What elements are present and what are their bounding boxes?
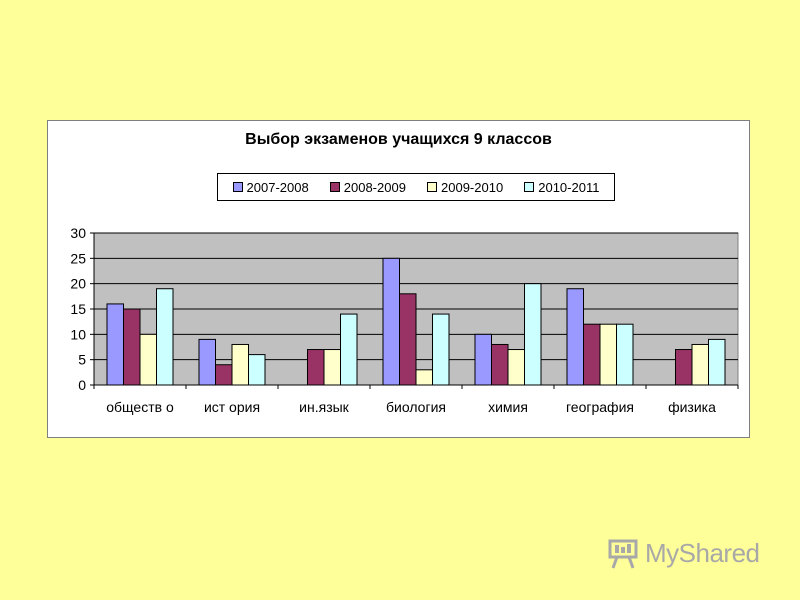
bar-2007-2008-1: [198, 338, 216, 386]
chart-title: Выбор экзаменов учащихся 9 классов: [245, 131, 552, 148]
y-tick-label: 20: [70, 276, 86, 292]
bar-2008-2009-6: [675, 349, 693, 386]
bar-2008-2009-2: [307, 349, 325, 386]
legend-label: 2007-2008: [246, 179, 309, 195]
bar-2007-2008-0: [106, 303, 124, 386]
y-tick-label: 15: [70, 301, 86, 317]
chart-legend: 2007-2008 2008-2009 2009-2010 2010-2011: [217, 173, 615, 201]
bar-2008-2009-1: [215, 364, 233, 386]
bar-2010-2011-4: [524, 283, 542, 386]
bar-2010-2011-5: [616, 323, 634, 386]
bar-2007-2008-3: [382, 257, 400, 386]
x-tick-label: биология: [386, 399, 446, 415]
legend-swatch: [329, 182, 340, 192]
bar-2009-2010-0: [139, 333, 157, 386]
y-tick-label: 25: [70, 250, 86, 266]
bar-chart-plot: 0 5 10 15 20 25 30 обществ о ист ория ин.язык биол…: [70, 225, 739, 415]
bar-2007-2008-5: [566, 288, 584, 386]
bar-2010-2011-6: [708, 338, 726, 386]
bar-2009-2010-6: [691, 343, 709, 386]
legend-swatch: [524, 182, 535, 192]
y-tick-label: 10: [70, 326, 86, 342]
x-tick-label: обществ о: [106, 399, 174, 415]
legend-item-series-3: 2010-2011: [524, 180, 599, 195]
bar-2009-2010-1: [231, 343, 249, 386]
y-tick-label: 30: [70, 225, 86, 241]
x-tick-label: физика: [668, 399, 716, 415]
legend-item-series-2: 2009-2010: [427, 180, 503, 195]
legend-label: 2009-2010: [441, 179, 504, 195]
legend-label: 2010-2011: [538, 179, 600, 195]
legend-item-series-1: 2008-2009: [329, 179, 406, 195]
bar-2009-2010-4: [507, 349, 525, 386]
bar-2010-2011-1: [248, 354, 266, 386]
bar-2010-2011-0: [156, 288, 174, 386]
bar-2008-2009-3: [399, 293, 417, 386]
bar-2009-2010-5: [599, 323, 617, 386]
watermark-logo: MyShared: [607, 536, 760, 570]
chart-container: Выбор экзаменов учащихся 9 классов 2007-…: [47, 120, 750, 438]
legend-swatch: [232, 182, 243, 192]
legend-swatch: [427, 182, 437, 192]
legend-item-series-0: 2007-2008: [232, 179, 309, 195]
legend-label: 2008-2009: [343, 179, 406, 195]
bar-2008-2009-5: [583, 323, 601, 386]
bar-2010-2011-3: [432, 313, 450, 386]
x-tick-label: ист ория: [204, 399, 260, 415]
bar-2008-2009-0: [123, 308, 141, 386]
x-tick-label: география: [566, 399, 634, 415]
x-tick-label: ин.язык: [299, 399, 350, 415]
y-tick-label: 0: [78, 377, 86, 393]
presentation-board-icon: [608, 539, 638, 569]
bar-2008-2009-4: [491, 343, 509, 386]
bar-2009-2010-3: [415, 369, 433, 386]
y-tick-label: 5: [78, 352, 86, 368]
bar-2009-2010-2: [323, 349, 341, 386]
x-tick-label: химия: [488, 399, 528, 415]
watermark-text: MyShared: [645, 537, 760, 568]
bar-2007-2008-4: [474, 333, 492, 386]
bar-2010-2011-2: [340, 313, 358, 386]
